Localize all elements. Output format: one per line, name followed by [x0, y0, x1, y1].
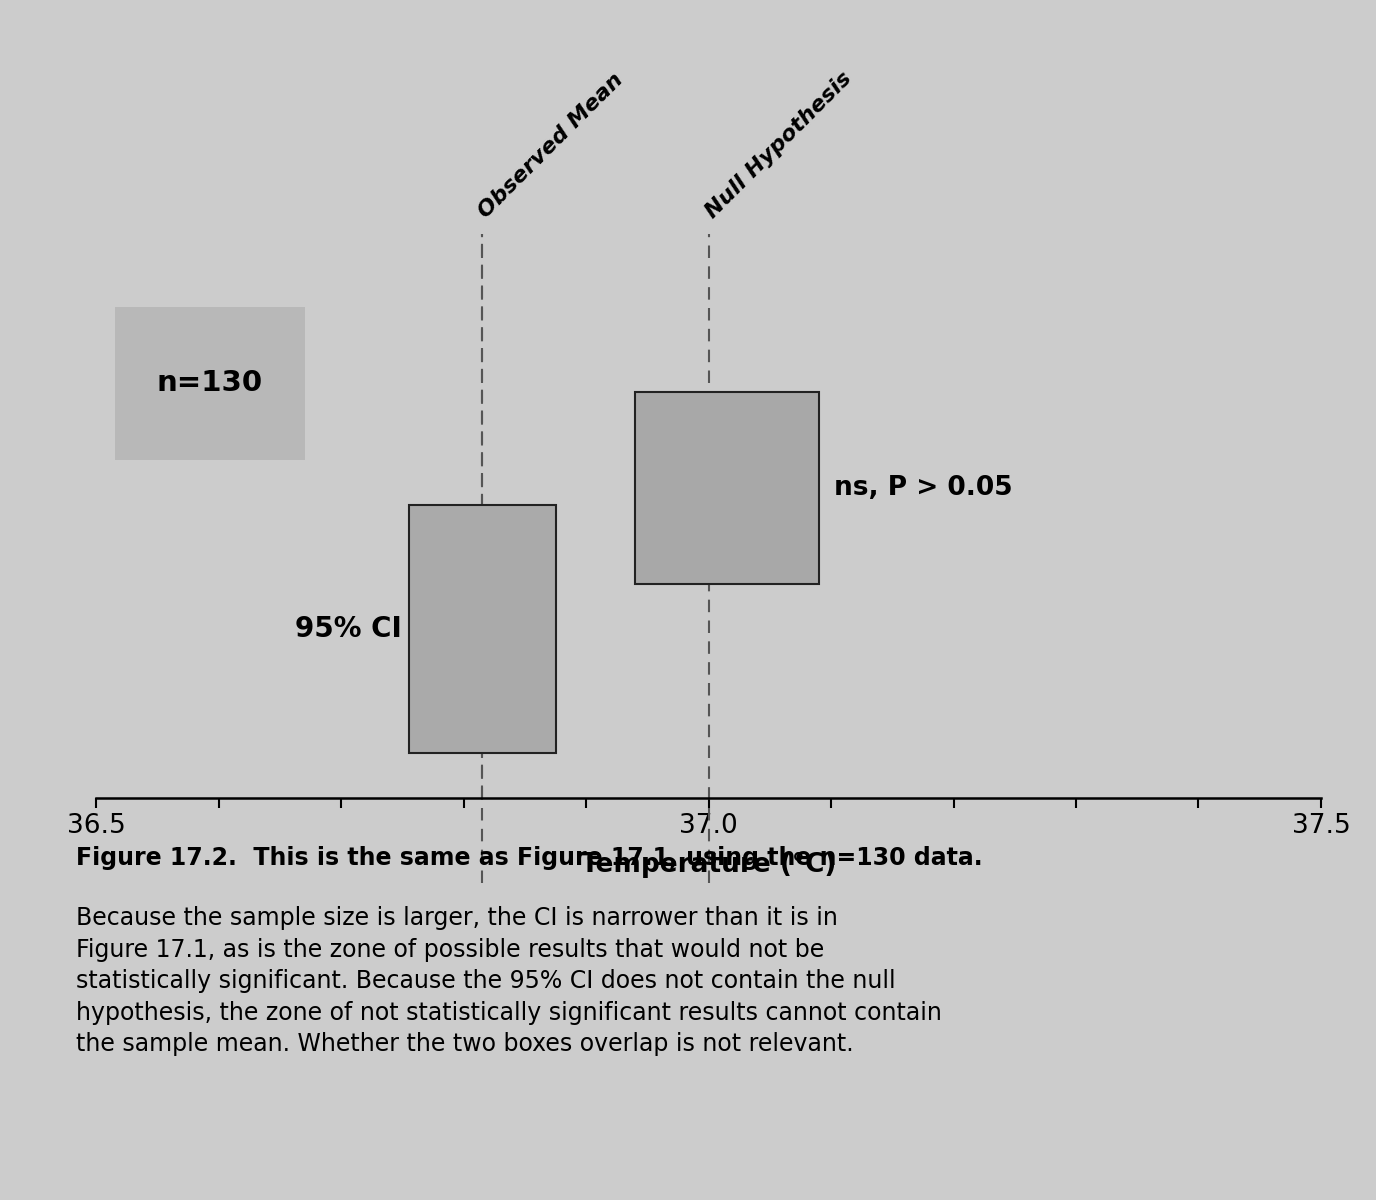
Bar: [114, 307, 304, 460]
X-axis label: Temperature (°C): Temperature (°C): [581, 852, 837, 878]
Text: n=130: n=130: [157, 370, 263, 397]
Text: Null Hypothesis: Null Hypothesis: [702, 68, 854, 222]
Text: 95% CI: 95% CI: [294, 614, 402, 643]
Text: Because the sample size is larger, the CI is narrower than it is in
Figure 17.1,: Because the sample size is larger, the C…: [76, 906, 941, 1056]
Bar: [636, 392, 819, 583]
Text: ns, P > 0.05: ns, P > 0.05: [834, 475, 1013, 500]
Bar: [409, 505, 556, 752]
Text: Figure 17.2.  This is the same as Figure 17.1, using the n=130 data.: Figure 17.2. This is the same as Figure …: [76, 846, 982, 870]
Text: Observed Mean: Observed Mean: [475, 70, 627, 222]
